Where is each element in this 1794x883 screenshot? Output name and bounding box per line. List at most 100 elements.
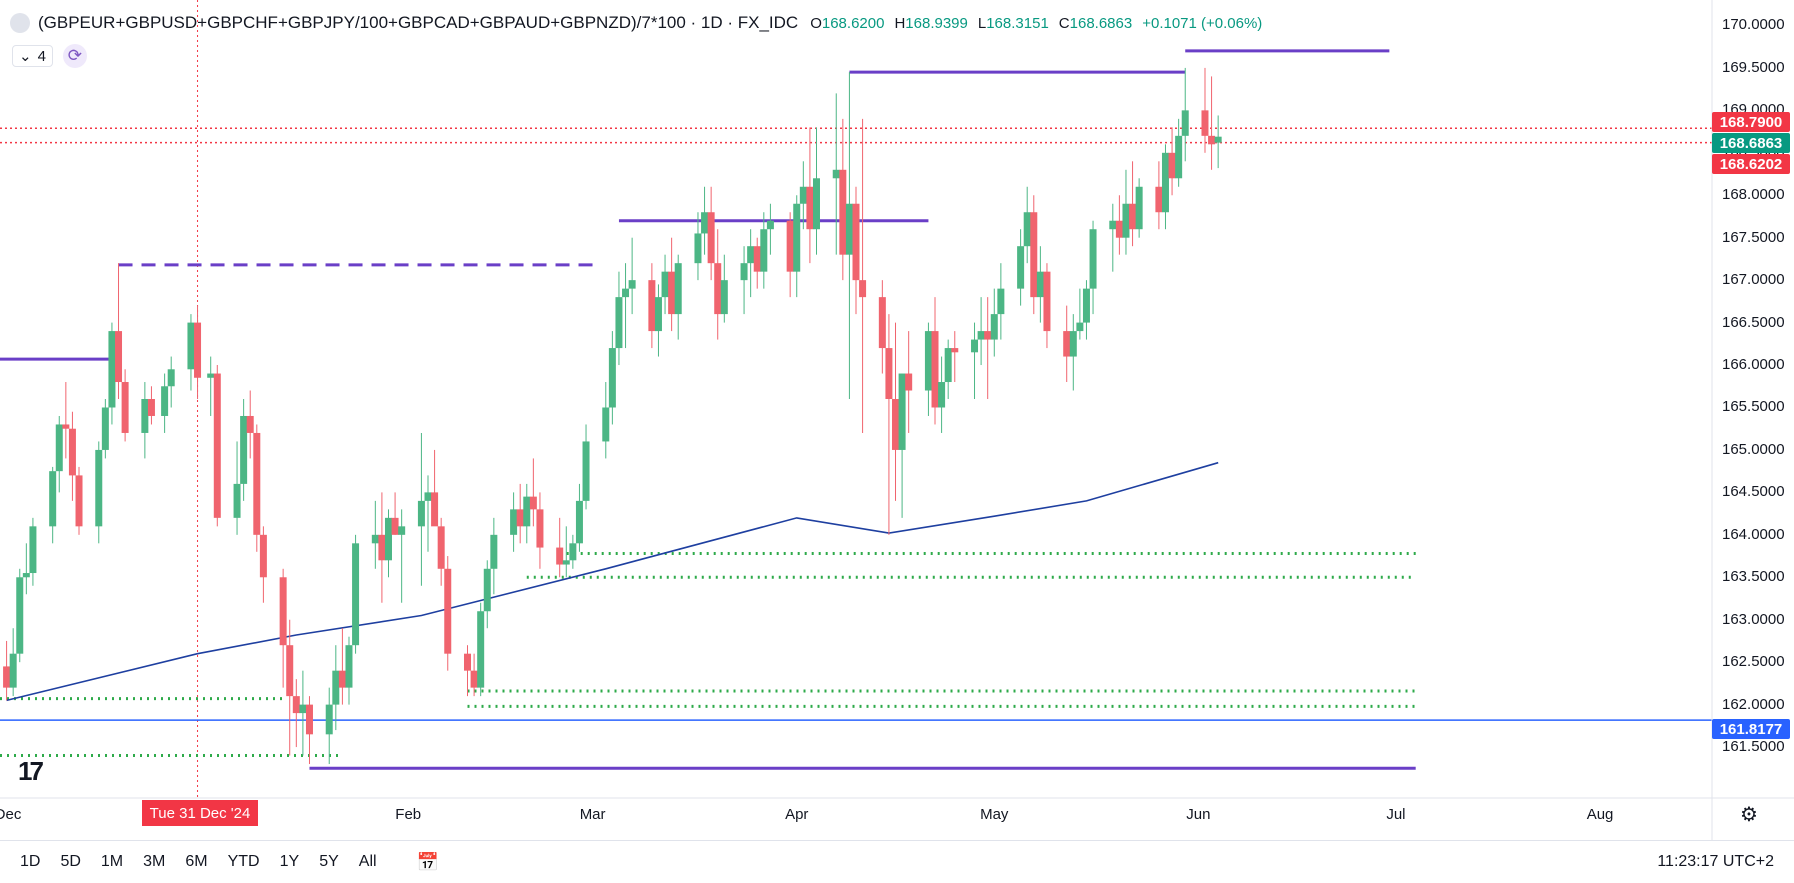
time-tick-label: Apr [785, 806, 809, 823]
candle-body [674, 263, 682, 315]
price-tick-label: 162.0000 [1722, 695, 1785, 713]
candle [615, 271, 623, 366]
candle [121, 369, 129, 442]
time-tick-label: Jun [1186, 806, 1211, 823]
candle [1030, 195, 1038, 315]
date-range-icon[interactable]: 📅 [416, 851, 439, 872]
candle [338, 628, 346, 705]
candle-body [878, 297, 886, 349]
candle-body [299, 704, 307, 714]
indicator-count: 4 [37, 47, 46, 65]
indicators-toggle-button[interactable]: ⌄ 4 [12, 45, 53, 67]
candle [378, 492, 386, 603]
candle [305, 696, 313, 765]
price-tick-label: 166.5000 [1722, 313, 1785, 331]
candle-body [951, 348, 959, 353]
low-label: L [977, 14, 987, 32]
moving-average-line [6, 461, 1219, 702]
candle [977, 297, 985, 366]
candle [141, 382, 149, 459]
candle [892, 322, 900, 501]
candle [582, 424, 590, 510]
candle [1214, 115, 1222, 169]
timeframe-5d[interactable]: 5D [60, 853, 81, 870]
candle [1135, 178, 1143, 238]
refresh-icon[interactable]: ⟳ [62, 44, 87, 68]
candle-body [839, 169, 847, 255]
candle-body [845, 203, 853, 255]
candle-body [1030, 212, 1038, 298]
candle [55, 415, 63, 493]
settings-gear-icon[interactable]: ⚙ [1740, 804, 1758, 826]
candle-body [707, 212, 715, 264]
candle [654, 284, 662, 357]
candle [852, 186, 860, 315]
candle [3, 640, 11, 701]
candle [424, 475, 432, 552]
clock[interactable]: 11:23:17 UTC+2 [1657, 853, 1774, 870]
candle-body [384, 517, 392, 561]
candle [799, 161, 807, 230]
candle-body [1082, 288, 1090, 323]
symbol-title[interactable]: (GBPEUR+GBPUSD+GBPCHF+GBPJPY/100+GBPCAD+… [38, 13, 799, 32]
candle-body [984, 331, 992, 340]
high-label: H [894, 14, 906, 32]
timeframe-1d[interactable]: 1D [20, 853, 41, 870]
candle-body [121, 382, 129, 433]
candle [1122, 169, 1130, 255]
candle [417, 432, 425, 586]
candle [1168, 127, 1176, 196]
candle-body [885, 348, 893, 399]
candle-body [832, 169, 840, 179]
candle-body [806, 186, 814, 230]
candle [62, 382, 70, 459]
candle-body [1115, 220, 1123, 238]
time-tick-label: Dec [0, 806, 22, 823]
candle-body [1161, 152, 1169, 213]
candle [483, 560, 491, 629]
ohlc-values: O168.6200 H168.9399 L168.3151 C168.6863 … [810, 15, 1262, 32]
timeframe-5y[interactable]: 5Y [319, 853, 339, 870]
time-tick-label: Jul [1386, 806, 1406, 823]
indicator-controls: ⌄ 4 ⟳ [12, 44, 87, 68]
candle-body [1063, 331, 1071, 357]
price-tick-label: 162.5000 [1722, 653, 1785, 671]
timeframe-ytd[interactable]: YTD [227, 853, 260, 870]
candle [213, 365, 221, 527]
candle-body [1201, 110, 1209, 136]
price-tick-label: 168.0000 [1722, 186, 1785, 204]
tradingview-logo-icon[interactable]: 17 [18, 756, 44, 786]
candle-body [464, 653, 472, 671]
candle [292, 679, 300, 748]
price-label-lower: 168.6202 [1712, 154, 1790, 174]
candle-body [905, 373, 913, 391]
timeframe-1m[interactable]: 1M [100, 853, 124, 870]
price-chart[interactable] [0, 0, 1794, 840]
candle-body [1214, 136, 1222, 143]
candle [9, 628, 17, 697]
candle [997, 263, 1005, 340]
candle [437, 517, 445, 586]
candle [1043, 263, 1051, 349]
candle [299, 670, 307, 756]
candle [714, 229, 722, 340]
candle [1181, 67, 1189, 162]
candle [259, 526, 267, 603]
candle [431, 449, 439, 527]
time-tick-label: Mar [579, 806, 606, 823]
timeframe-3m[interactable]: 3M [143, 853, 166, 870]
candle-body [760, 229, 768, 272]
candle-body [29, 526, 37, 574]
candle [832, 93, 840, 255]
candle [108, 322, 116, 425]
timeframe-1y[interactable]: 1Y [279, 853, 300, 870]
candle-body [391, 517, 399, 535]
candle-body [55, 424, 63, 472]
candle [444, 556, 452, 671]
candle-body [62, 424, 70, 429]
timeframe-6m[interactable]: 6M [185, 853, 208, 870]
timeframe-all[interactable]: All [358, 853, 377, 870]
candle-body [1175, 135, 1183, 179]
candle-body [529, 496, 537, 510]
candle-body [654, 297, 662, 332]
